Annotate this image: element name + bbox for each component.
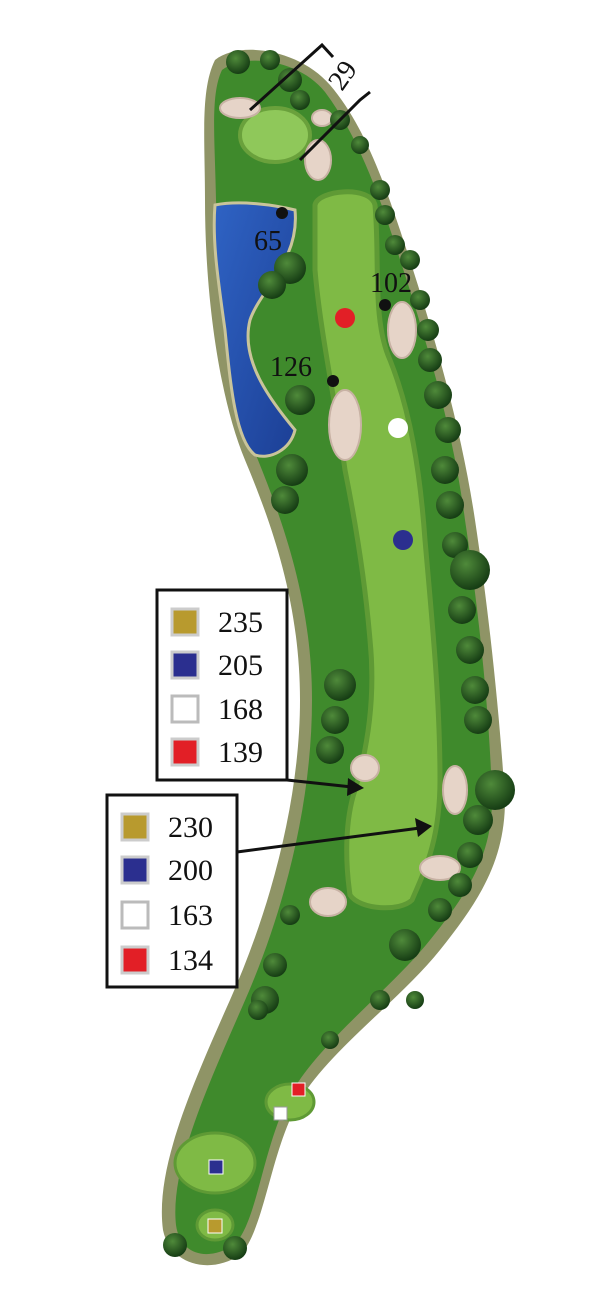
legend-label: 134 (168, 944, 213, 977)
tree (428, 898, 452, 922)
yardage-label: 126 (270, 352, 312, 383)
tree (389, 929, 421, 961)
tree (464, 706, 492, 734)
tree (431, 456, 459, 484)
legend-label: 168 (218, 693, 263, 726)
tree (475, 770, 515, 810)
tree (406, 991, 424, 1009)
tee-marker (208, 1159, 224, 1175)
trees (163, 50, 515, 1260)
tree (436, 491, 464, 519)
tree (163, 1233, 187, 1257)
tree (448, 596, 476, 624)
tree (463, 805, 493, 835)
legend-label: 139 (218, 736, 263, 769)
tree (276, 454, 308, 486)
yardage-label: 102 (370, 268, 412, 299)
tree (316, 736, 344, 764)
marker-dot (379, 299, 391, 311)
legend-label: 205 (218, 649, 263, 682)
legend-lower: 230 200 163 134 (105, 793, 239, 989)
tree (370, 180, 390, 200)
marker-dot (276, 207, 288, 219)
tree (424, 381, 452, 409)
distance-disc (335, 308, 355, 328)
arrow-head (415, 818, 432, 837)
tee-marker (207, 1218, 223, 1234)
tree (263, 953, 287, 977)
arrow (286, 778, 353, 789)
tee-marker (291, 1082, 306, 1097)
tree (418, 348, 442, 372)
tree (457, 842, 483, 868)
tree (385, 235, 405, 255)
green (238, 106, 312, 164)
tree (285, 385, 315, 415)
tree (280, 905, 300, 925)
tree (223, 1236, 247, 1260)
arrow (236, 826, 421, 854)
tree (258, 271, 286, 299)
tree (351, 136, 369, 154)
fairway (312, 189, 443, 911)
tree (456, 636, 484, 664)
distance-disc (388, 418, 408, 438)
tree (435, 417, 461, 443)
tree (260, 50, 280, 70)
legend-upper: 235 205 168 139 (155, 588, 289, 782)
tree (450, 550, 490, 590)
depth-bracket (248, 42, 371, 162)
legend-label: 200 (168, 854, 213, 887)
tree (324, 669, 356, 701)
tree (417, 319, 439, 341)
tee-marker (273, 1106, 288, 1121)
tree (271, 486, 299, 514)
legend-label: 235 (218, 606, 263, 639)
tree (461, 676, 489, 704)
tree (410, 290, 430, 310)
legend-label: 163 (168, 899, 213, 932)
yardage-label: 65 (254, 226, 282, 257)
distance-disc (393, 530, 413, 550)
tree (290, 90, 310, 110)
marker-dot (327, 375, 339, 387)
tree (321, 1031, 339, 1049)
tree (226, 50, 250, 74)
tree (375, 205, 395, 225)
tree (400, 250, 420, 270)
tree (321, 706, 349, 734)
tree (442, 532, 468, 558)
tree (278, 68, 302, 92)
tree (248, 1000, 268, 1020)
tree (448, 873, 472, 897)
arrow-head (347, 778, 364, 796)
tree (370, 990, 390, 1010)
legend-label: 230 (168, 811, 213, 844)
